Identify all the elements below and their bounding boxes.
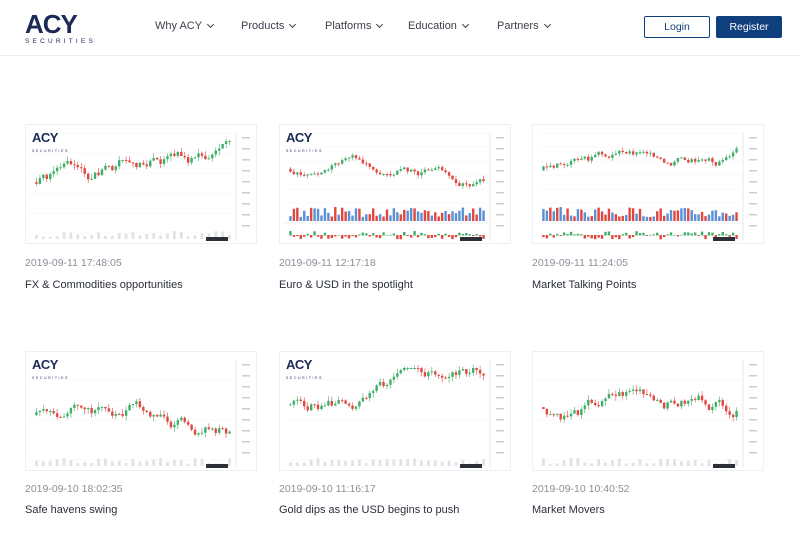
article-title[interactable]: Market Movers — [532, 504, 605, 516]
chevron-down-icon — [543, 20, 551, 29]
article-title[interactable]: FX & Commodities opportunities — [25, 279, 183, 291]
login-button[interactable]: Login — [644, 16, 710, 38]
article-title[interactable]: Safe havens swing — [25, 504, 118, 516]
chevron-down-icon — [207, 20, 215, 29]
article-title[interactable]: Euro & USD in the spotlight — [279, 279, 413, 291]
nav-label: Platforms — [325, 20, 372, 32]
candlestick-chart-thumbnail — [30, 132, 250, 241]
nav-label: Partners — [497, 20, 539, 32]
article-date: 2019-09-10 10:40:52 — [532, 483, 630, 495]
article-thumbnail[interactable] — [532, 124, 764, 244]
thumbnail-logo: ACY SECURITIES — [32, 357, 70, 380]
nav-item-platforms[interactable]: Platforms — [325, 20, 384, 32]
nav-item-why-acy[interactable]: Why ACY — [155, 20, 215, 32]
nav-item-partners[interactable]: Partners — [497, 20, 551, 32]
article-title[interactable]: Gold dips as the USD begins to push — [279, 504, 460, 516]
nav-item-products[interactable]: Products — [241, 20, 297, 32]
thumbnail-logo: ACY SECURITIES — [32, 130, 70, 153]
article-date: 2019-09-11 17:48:05 — [25, 257, 122, 269]
article-thumbnail[interactable]: ACY SECURITIES — [279, 351, 511, 471]
candlestick-chart-thumbnail — [537, 132, 757, 241]
acy-securities-logo[interactable]: ACY SECURITIES — [25, 11, 100, 45]
top-navigation-bar: ACY SECURITIES Why ACY Products Platform… — [0, 0, 800, 56]
chevron-down-icon — [461, 20, 469, 29]
article-thumbnail[interactable]: ACY SECURITIES — [25, 124, 257, 244]
article-thumbnail[interactable]: ACY SECURITIES — [279, 124, 511, 244]
article-date: 2019-09-11 12:17:18 — [279, 257, 376, 269]
chevron-down-icon — [376, 20, 384, 29]
article-thumbnail[interactable] — [532, 351, 764, 471]
nav-label: Why ACY — [155, 20, 203, 32]
chevron-down-icon — [289, 20, 297, 29]
logo-subtitle: SECURITIES — [25, 38, 97, 45]
nav-label: Products — [241, 20, 285, 32]
nav-item-education[interactable]: Education — [408, 20, 469, 32]
logo-mark: ACY — [25, 9, 78, 39]
article-date: 2019-09-10 18:02:35 — [25, 483, 123, 495]
candlestick-chart-thumbnail — [284, 359, 504, 468]
candlestick-chart-thumbnail — [30, 359, 250, 468]
nav-label: Education — [408, 20, 457, 32]
candlestick-chart-thumbnail — [537, 359, 757, 468]
candlestick-chart-thumbnail — [284, 132, 504, 241]
article-thumbnail[interactable]: ACY SECURITIES — [25, 351, 257, 471]
thumbnail-logo: ACY SECURITIES — [286, 357, 324, 380]
article-date: 2019-09-11 11:24:05 — [532, 257, 628, 269]
article-title[interactable]: Market Talking Points — [532, 279, 637, 291]
thumbnail-logo: ACY SECURITIES — [286, 130, 324, 153]
register-button[interactable]: Register — [716, 16, 782, 38]
article-date: 2019-09-10 11:16:17 — [279, 483, 376, 495]
